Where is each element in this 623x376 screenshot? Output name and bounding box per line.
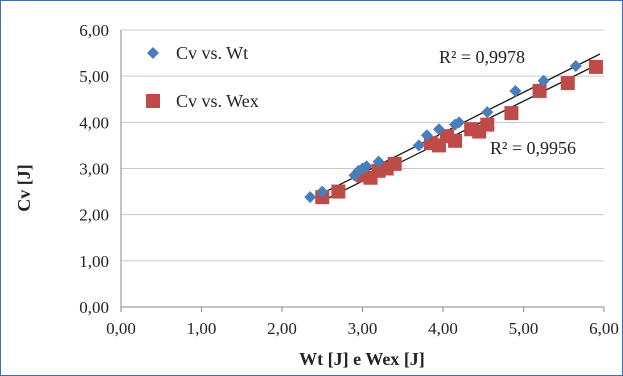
axes [120, 30, 605, 312]
point-cv-vs-wt [509, 84, 522, 97]
legend-label-cv-vs-wt: Cv vs. Wt [176, 43, 248, 63]
x-tick-labels: 0,00 1,00 2,00 3,00 4,00 5,00 6,00 [106, 319, 619, 338]
point-cv-vs-wt [453, 116, 466, 129]
legend-marker-square [146, 94, 160, 108]
point-cv-vs-wex [480, 117, 495, 132]
point-cv-vs-wt [537, 74, 550, 87]
y-tick-label: 3,00 [79, 160, 109, 179]
point-cv-vs-wex [588, 59, 603, 74]
legend-marker-cv-vs-wt [147, 47, 159, 59]
x-tick-label: 1,00 [187, 319, 217, 338]
point-cv-vs-wt [412, 139, 425, 152]
y-tick-label: 6,00 [79, 21, 109, 40]
y-tick-label: 0,00 [79, 298, 109, 317]
legend-marker-diamond [147, 47, 159, 59]
x-tick-label: 4,00 [428, 319, 458, 338]
point-cv-vs-wex [504, 106, 519, 121]
x-tick-label: 6,00 [589, 319, 619, 338]
x-tick-label: 3,00 [348, 319, 378, 338]
y-tick-labels: 0,00 1,00 2,00 3,00 4,00 5,00 6,00 [79, 21, 109, 317]
x-tick-label: 0,00 [106, 319, 136, 338]
legend: Cv vs. Wt Cv vs. Wex [146, 43, 259, 111]
point-cv-vs-wt [304, 191, 317, 204]
point-cv-vs-wt [420, 129, 433, 142]
y-tick-label: 4,00 [79, 113, 109, 132]
legend-label-cv-vs-wex: Cv vs. Wex [176, 91, 259, 111]
r2-label-wex: R² = 0,9956 [490, 138, 576, 158]
point-cv-vs-wex [532, 83, 547, 98]
x-axis-title: Wt [J] e Wex [J] [299, 349, 425, 369]
x-tick-label: 2,00 [267, 319, 297, 338]
point-cv-vs-wt [569, 60, 582, 73]
point-cv-vs-wt [481, 106, 494, 119]
point-cv-vs-wt [372, 155, 385, 168]
y-axis-title: Cv [J] [14, 164, 34, 212]
r2-label-wt: R² = 0,9978 [439, 47, 525, 67]
point-cv-vs-wex [448, 133, 463, 148]
point-cv-vs-wex [387, 156, 402, 171]
point-cv-vs-wex [331, 184, 346, 199]
gridlines [121, 29, 604, 262]
point-cv-vs-wex [560, 76, 575, 91]
legend-marker-cv-vs-wex [146, 94, 160, 108]
y-tick-label: 1,00 [79, 252, 109, 271]
data-points [304, 59, 603, 205]
y-tick-label: 5,00 [79, 67, 109, 86]
x-tick-label: 5,00 [509, 319, 539, 338]
point-cv-vs-wt [360, 160, 373, 173]
y-tick-label: 2,00 [79, 206, 109, 225]
point-cv-vs-wt [432, 123, 445, 136]
point-cv-vs-wt [316, 185, 329, 198]
